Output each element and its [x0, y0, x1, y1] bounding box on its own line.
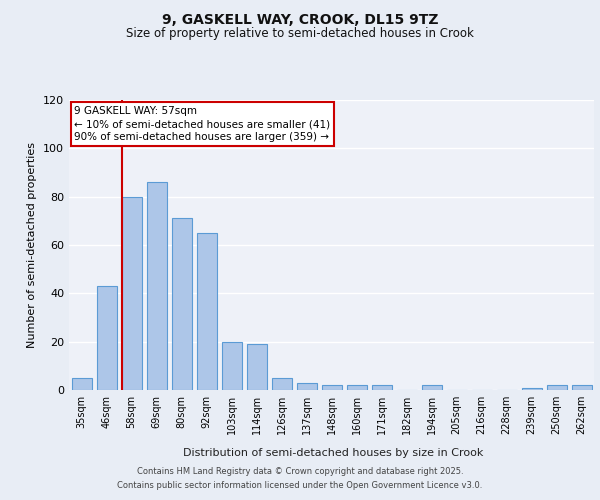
Bar	[547, 385, 566, 390]
Bar	[97, 286, 116, 390]
Text: Size of property relative to semi-detached houses in Crook: Size of property relative to semi-detach…	[126, 28, 474, 40]
Bar	[521, 388, 542, 390]
Bar	[172, 218, 191, 390]
Bar	[71, 378, 91, 390]
Text: 9, GASKELL WAY, CROOK, DL15 9TZ: 9, GASKELL WAY, CROOK, DL15 9TZ	[162, 12, 438, 26]
Bar	[421, 385, 442, 390]
Bar	[347, 385, 367, 390]
Bar	[121, 196, 142, 390]
Bar	[322, 385, 341, 390]
Bar	[271, 378, 292, 390]
Bar	[371, 385, 392, 390]
Text: 9 GASKELL WAY: 57sqm
← 10% of semi-detached houses are smaller (41)
90% of semi-: 9 GASKELL WAY: 57sqm ← 10% of semi-detac…	[74, 106, 331, 142]
Bar	[296, 383, 317, 390]
Y-axis label: Number of semi-detached properties: Number of semi-detached properties	[28, 142, 37, 348]
Bar	[146, 182, 167, 390]
Bar	[571, 385, 592, 390]
Text: Contains public sector information licensed under the Open Government Licence v3: Contains public sector information licen…	[118, 481, 482, 490]
Bar	[197, 233, 217, 390]
Bar	[247, 344, 266, 390]
Text: Distribution of semi-detached houses by size in Crook: Distribution of semi-detached houses by …	[183, 448, 483, 458]
Bar	[221, 342, 241, 390]
Text: Contains HM Land Registry data © Crown copyright and database right 2025.: Contains HM Land Registry data © Crown c…	[137, 467, 463, 476]
